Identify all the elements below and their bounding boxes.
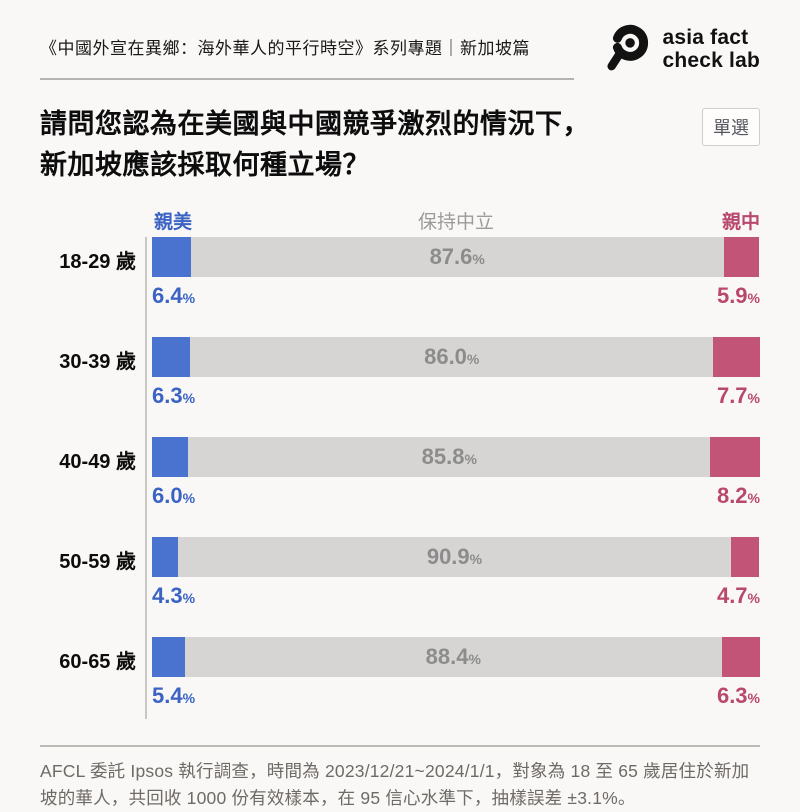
pro-us-value-label: 4.3% xyxy=(152,583,196,608)
magnifier-logo-icon xyxy=(602,20,654,79)
bar-segment-pro-china xyxy=(721,637,760,677)
pro-china-value-label: 8.2% xyxy=(716,483,760,508)
legend-pro-china: 親中 xyxy=(721,212,760,233)
stacked-bar: 88.4% xyxy=(152,637,760,677)
question-line-1: 請問您認為在美國與中國競爭激烈的情況下， xyxy=(40,109,590,139)
stacked-bar: 87.6% xyxy=(152,237,760,277)
chart-row: 50-59 歲 90.9% 4.3% 4.7% xyxy=(40,537,760,637)
stacked-bar: 86.0% xyxy=(152,337,760,377)
header: 《中國外宣在異鄉：海外華人的平行時空》系列專題｜新加坡篇 asia fact c… xyxy=(40,0,760,80)
bar-segment-pro-china xyxy=(710,437,760,477)
chart-legend: 親美 保持中立 親中 xyxy=(152,207,760,237)
bar-segment-pro-us xyxy=(152,337,191,377)
age-label: 40-49 歲 xyxy=(59,451,136,473)
chart-row: 30-39 歲 86.0% 6.3% 7.7% xyxy=(40,337,760,437)
logo-line1: asia fact xyxy=(662,26,749,50)
survey-source-note: AFCL 委託 Ipsos 執行調查，時間為 2023/12/21~2024/1… xyxy=(40,761,750,809)
bar-segment-pro-us xyxy=(152,437,189,477)
pro-us-value-label: 6.0% xyxy=(152,483,196,508)
bar-segment-neutral: 90.9% xyxy=(178,537,731,577)
question-line-2: 新加坡應該採取何種立場？ xyxy=(40,149,370,180)
pro-china-value-label: 5.9% xyxy=(716,283,760,308)
chart-row: 40-49 歲 85.8% 6.0% 8.2% xyxy=(40,437,760,537)
stacked-bar: 85.8% xyxy=(152,437,760,477)
neutral-value-label: 90.9% xyxy=(426,544,483,569)
bar-segment-pro-us xyxy=(152,237,191,277)
pro-us-value-label: 6.4% xyxy=(152,283,196,308)
age-label: 18-29 歲 xyxy=(59,251,136,273)
chart-row: 18-29 歲 87.6% 6.4% 5.9% xyxy=(40,237,760,337)
bar-segment-pro-china xyxy=(713,337,760,377)
series-title: 《中國外宣在異鄉：海外華人的平行時空》系列專題｜新加坡篇 xyxy=(40,39,530,58)
pro-china-value-label: 4.7% xyxy=(716,583,760,608)
bar-segment-neutral: 85.8% xyxy=(188,437,711,477)
age-label: 30-39 歲 xyxy=(59,351,136,373)
neutral-value-label: 87.6% xyxy=(429,244,485,269)
neutral-value-label: 88.4% xyxy=(425,644,481,669)
axis-line xyxy=(145,237,147,719)
bar-segment-neutral: 88.4% xyxy=(184,637,722,677)
bar-segment-neutral: 86.0% xyxy=(190,337,714,377)
stacked-bar: 90.9% xyxy=(152,537,760,577)
chart-rows: 18-29 歲 87.6% 6.4% 5.9% 30-39 歲 86.0% 6.3% 7.7%… xyxy=(40,237,760,737)
bar-segment-neutral: 87.6% xyxy=(190,237,724,277)
pro-china-value-label: 7.7% xyxy=(716,383,760,408)
question-block: 請問您認為在美國與中國競爭激烈的情況下， 新加坡應該採取何種立場？ 單選 xyxy=(40,104,760,185)
neutral-value-label: 86.0% xyxy=(424,344,480,369)
legend-neutral: 保持中立 xyxy=(417,212,494,233)
afcl-logo: asia fact check lab xyxy=(602,18,760,79)
legend-pro-us: 親美 xyxy=(154,212,193,233)
bar-segment-pro-china xyxy=(730,537,760,577)
neutral-value-label: 85.8% xyxy=(421,444,477,469)
pro-china-value-label: 6.3% xyxy=(716,683,760,708)
single-choice-badge: 單選 xyxy=(702,108,760,146)
bar-segment-pro-china xyxy=(723,237,760,277)
chart-row: 60-65 歲 88.4% 5.4% 6.3% xyxy=(40,637,760,737)
age-label: 50-59 歲 xyxy=(59,551,136,573)
logo-wordmark: asia fact check lab xyxy=(662,27,760,71)
age-label: 60-65 歲 xyxy=(59,651,136,673)
stacked-bar-chart: 親美 保持中立 親中 18-29 歲 87.6% 6.4% 5.9% 30-39 歲 86… xyxy=(40,207,760,737)
pro-us-value-label: 5.4% xyxy=(152,683,196,708)
bar-segment-pro-us xyxy=(152,537,179,577)
logo-line2: check lab xyxy=(662,48,760,72)
bar-segment-pro-us xyxy=(152,637,185,677)
footer: AFCL 委託 Ipsos 執行調查，時間為 2023/12/21~2024/1… xyxy=(40,745,760,812)
pro-us-value-label: 6.3% xyxy=(152,383,196,408)
header-title-wrap: 《中國外宣在異鄉：海外華人的平行時空》系列專題｜新加坡篇 xyxy=(40,18,575,80)
